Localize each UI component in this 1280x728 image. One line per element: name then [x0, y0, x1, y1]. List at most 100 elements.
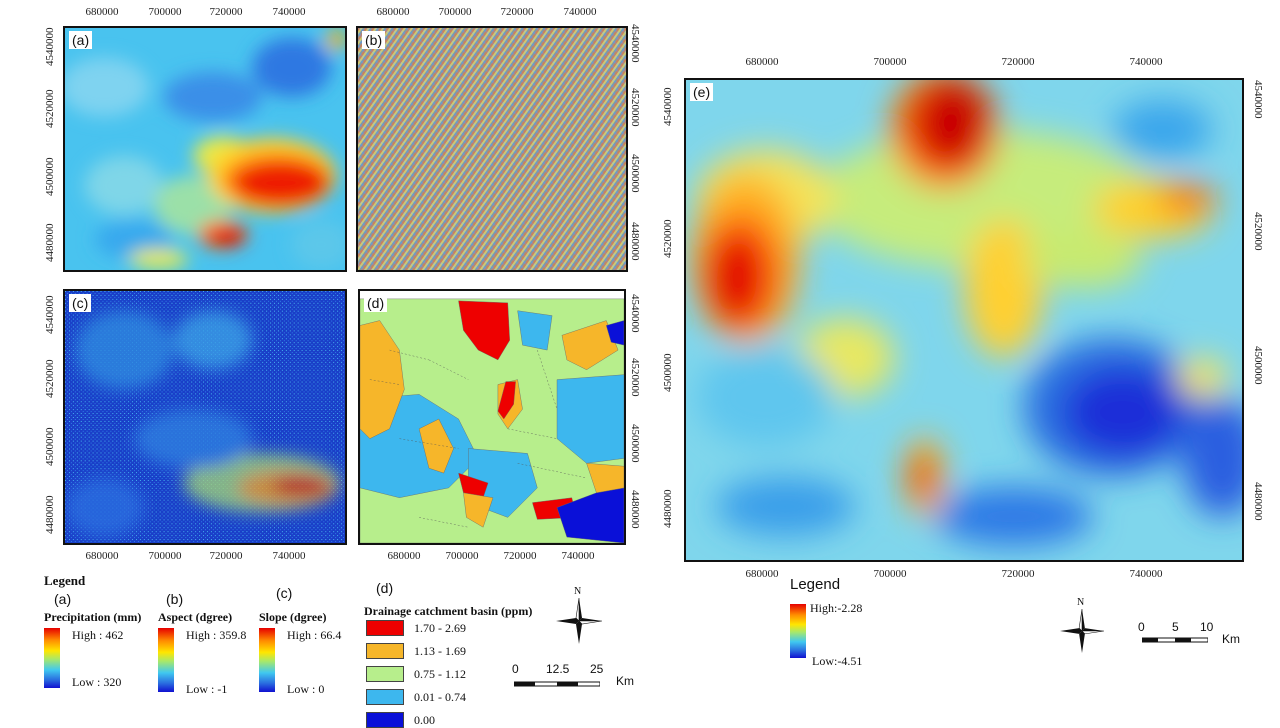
- drainage-class-label: 1.13 - 1.69: [414, 644, 466, 658]
- map-e-y-tick: 4500000: [662, 353, 674, 393]
- legend-title-right: Legend: [790, 576, 841, 593]
- drainage-class-swatch: [366, 643, 404, 659]
- slope-high-label: High : 66.4: [287, 628, 342, 642]
- map-b-x-tick: 680000: [376, 6, 410, 18]
- map-e-y-tick: 4480000: [662, 489, 674, 529]
- map-a-y-tick: 4520000: [44, 89, 56, 129]
- north-arrow-left: N: [556, 586, 602, 648]
- map-e-x-tick: 700000: [873, 56, 907, 68]
- panel-tag: (a): [69, 31, 93, 49]
- precipitation-legend-title: Precipitation (mm): [44, 610, 142, 624]
- panel-tag: (d): [364, 294, 388, 312]
- panel-tag: (e): [690, 83, 714, 101]
- map-a-x-tick: 720000: [209, 6, 243, 18]
- map-e-y-tick: 4520000: [662, 219, 674, 259]
- map-e-y-tick-right: 4480000: [1252, 482, 1264, 521]
- map-e-y-tick-right: 4520000: [1252, 212, 1264, 251]
- map-b-x-tick: 740000: [563, 6, 597, 18]
- aspect-legend-title: Aspect (dgree): [158, 610, 233, 624]
- prediction-raster: [686, 80, 1242, 560]
- slope-low-label: Low : 0: [287, 682, 325, 696]
- legend-tag-c: (c): [276, 585, 293, 601]
- map-b-y-tick: 4500000: [629, 154, 641, 193]
- drainage-class-swatch: [366, 712, 404, 728]
- precipitation-raster: [65, 28, 345, 270]
- slope-raster: [65, 291, 345, 543]
- legend-tag-a: (a): [54, 591, 72, 607]
- scale-bar-graphic: [514, 681, 600, 687]
- map-d-x-tick: 680000: [387, 550, 421, 562]
- map-b-y-tick: 4520000: [629, 88, 641, 127]
- drainage-class-label: 1.70 - 2.69: [414, 621, 466, 635]
- map-c-x-tick: 680000: [85, 550, 119, 562]
- map-e-x-tick-bottom: 720000: [1001, 568, 1035, 580]
- map-a-x-tick: 680000: [85, 6, 119, 18]
- scale-unit: Km: [616, 674, 634, 688]
- map-b-x-tick: 720000: [500, 6, 534, 18]
- north-arrow-right: N: [1060, 597, 1104, 657]
- map-c-x-tick: 720000: [209, 550, 243, 562]
- map-d-x-tick: 700000: [445, 550, 479, 562]
- map-c-y-tick: 4540000: [44, 295, 56, 335]
- north-label: N: [1077, 597, 1085, 608]
- map-panel-drainage: (d): [358, 289, 626, 545]
- map-panel-precipitation: (a): [63, 26, 347, 272]
- map-a-x-tick: 700000: [148, 6, 182, 18]
- map-b-y-tick: 4480000: [629, 222, 641, 261]
- map-d-y-tick: 4520000: [629, 358, 641, 397]
- map-panel-slope: (c): [63, 289, 347, 545]
- scale-bar-graphic: [1142, 637, 1208, 643]
- map-e-x-tick: 740000: [1129, 56, 1163, 68]
- drainage-class-swatch: [366, 620, 404, 636]
- drainage-class-swatch: [366, 689, 404, 705]
- prediction-low-label: Low:-4.51: [812, 654, 863, 668]
- drainage-class-label: 0.00: [414, 713, 435, 727]
- precipitation-low-label: Low : 320: [72, 675, 122, 689]
- scale-bar-left: 0 12.5 25 Km: [512, 662, 642, 696]
- map-e-x-tick-bottom: 700000: [873, 568, 907, 580]
- precipitation-color-ramp: [44, 628, 60, 688]
- map-c-x-tick: 700000: [148, 550, 182, 562]
- panel-tag: (c): [69, 294, 92, 312]
- aspect-low-label: Low : -1: [186, 682, 228, 696]
- map-c-y-tick: 4500000: [44, 427, 56, 467]
- drainage-class-label: 0.75 - 1.12: [414, 667, 466, 681]
- prediction-color-ramp: [790, 604, 806, 658]
- map-b-y-tick: 4540000: [629, 24, 641, 63]
- slope-color-ramp: [259, 628, 275, 692]
- scale-tick: 25: [590, 662, 604, 676]
- slope-legend-title: Slope (dgree): [259, 610, 327, 624]
- map-d-x-tick: 740000: [561, 550, 595, 562]
- map-c-x-tick: 740000: [272, 550, 306, 562]
- map-a-y-tick: 4480000: [44, 223, 56, 263]
- legend-tag-b: (b): [166, 591, 184, 607]
- aspect-color-ramp: [158, 628, 174, 692]
- map-panel-aspect: (b): [356, 26, 628, 272]
- compass-icon: [1060, 609, 1104, 653]
- scale-tick: 5: [1172, 620, 1179, 634]
- map-e-x-tick-bottom: 740000: [1129, 568, 1163, 580]
- map-e-x-tick: 680000: [745, 56, 779, 68]
- aspect-raster: [358, 28, 626, 270]
- drainage-class-swatch: [366, 666, 404, 682]
- map-d-y-tick: 4540000: [629, 294, 641, 333]
- map-a-y-tick: 4540000: [44, 27, 56, 67]
- drainage-class-label: 0.01 - 0.74: [414, 690, 466, 704]
- prediction-high-label: High:-2.28: [810, 601, 863, 615]
- map-a-y-tick: 4500000: [44, 157, 56, 197]
- map-b-x-tick: 700000: [438, 6, 472, 18]
- map-c-y-tick: 4520000: [44, 359, 56, 399]
- scale-tick: 0: [512, 662, 519, 676]
- map-d-x-tick: 720000: [503, 550, 537, 562]
- legend-tag-d: (d): [376, 580, 394, 596]
- scale-unit: Km: [1222, 632, 1240, 646]
- map-panel-prediction: (e): [684, 78, 1244, 562]
- drainage-basin-map: [360, 291, 624, 543]
- map-e-y-tick-right: 4500000: [1252, 346, 1264, 385]
- legend-title: Legend: [44, 573, 86, 588]
- drainage-legend-title: Drainage catchment basin (ppm): [364, 604, 533, 618]
- map-d-y-tick: 4500000: [629, 424, 641, 463]
- scale-tick: 12.5: [546, 662, 570, 676]
- map-a-x-tick: 740000: [272, 6, 306, 18]
- map-e-x-tick: 720000: [1001, 56, 1035, 68]
